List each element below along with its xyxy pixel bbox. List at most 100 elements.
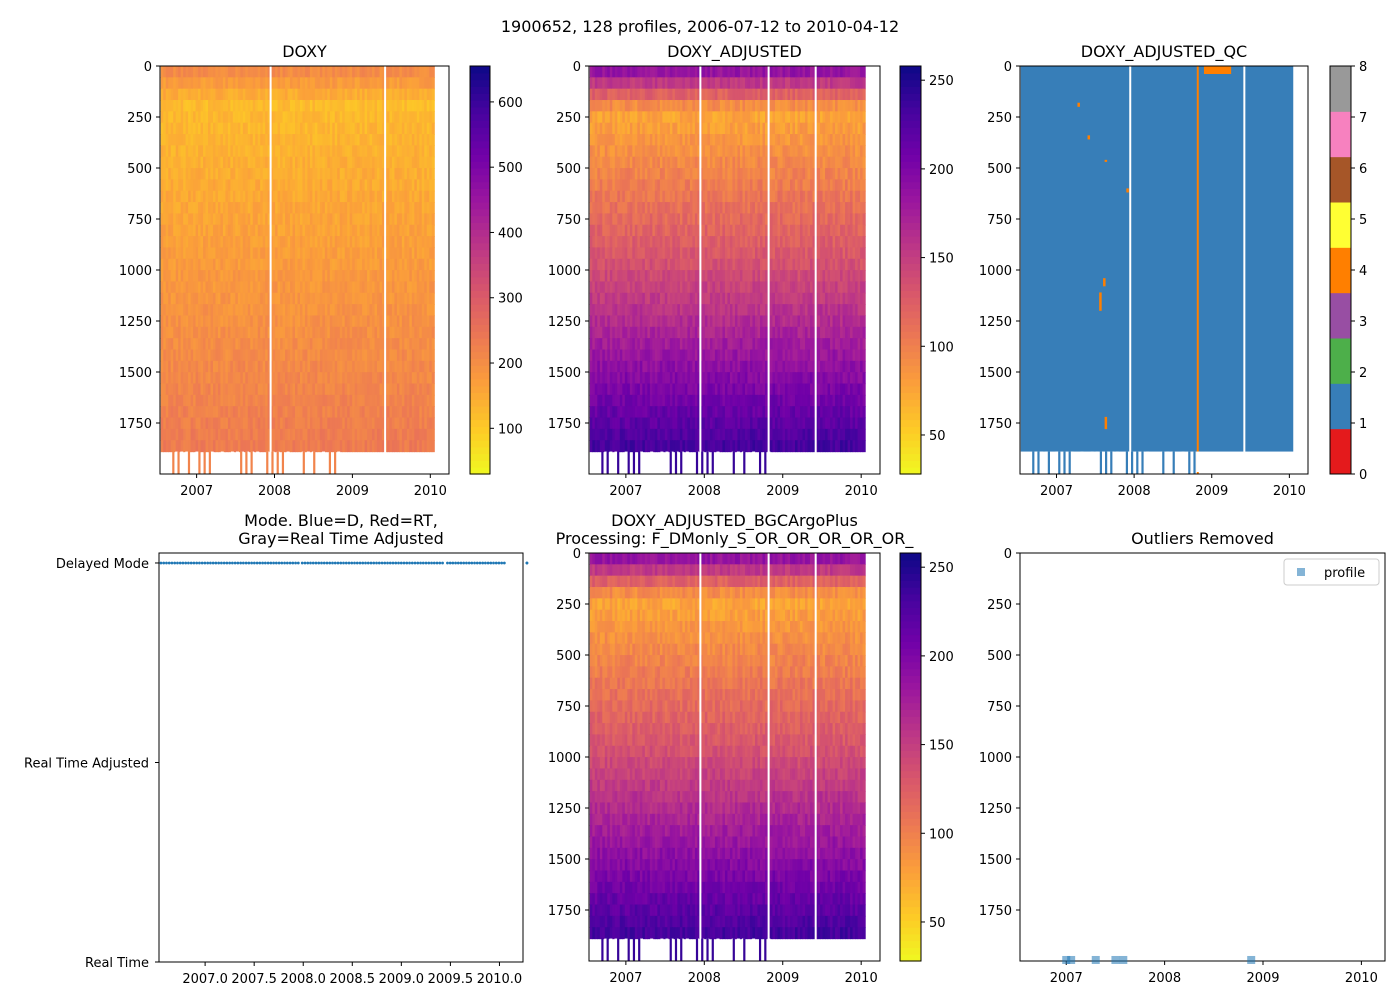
colorbar-frame <box>899 65 922 475</box>
mode-point <box>250 561 254 565</box>
colorbar-segment <box>470 120 490 128</box>
colorbar-segment <box>900 614 921 622</box>
colorbar-segment <box>900 310 921 319</box>
x-tick-label: 2008 <box>688 971 721 986</box>
colorbar-segment <box>900 113 921 121</box>
mode-point <box>454 561 457 565</box>
mode-point <box>206 561 210 565</box>
colorbar-tick-label: 250 <box>929 74 954 89</box>
mode-point <box>424 561 428 565</box>
colorbar-segment <box>900 757 921 765</box>
mode-point <box>280 561 284 565</box>
colorbar-segment <box>900 106 921 115</box>
y-tick-label: 1250 <box>979 802 1012 817</box>
colorbar-segment <box>900 580 921 588</box>
mode-point <box>489 561 493 565</box>
colorbar-segment <box>900 358 921 366</box>
data-gap <box>384 66 387 474</box>
colorbar-segment <box>900 433 921 441</box>
y-tick-label: 1000 <box>979 264 1012 279</box>
mode-point <box>375 561 378 565</box>
colorbar-tick-label: 7 <box>1359 111 1367 126</box>
mode-point <box>467 561 471 565</box>
mode-point <box>239 561 243 565</box>
mode-point <box>181 561 185 565</box>
y-tick-label: 1000 <box>119 264 152 279</box>
colorbar-swatch <box>1330 156 1351 203</box>
mode-point <box>291 561 295 565</box>
colorbar-segment <box>900 344 921 353</box>
heatmap-cells <box>589 66 866 474</box>
legend-label: profile <box>1324 566 1365 581</box>
heatmap-cells <box>1020 66 1294 474</box>
colorbar-segment <box>470 338 490 346</box>
colorbar-segment <box>900 634 921 642</box>
y-tick-label: 1250 <box>548 315 581 330</box>
colorbar-segment <box>900 859 921 867</box>
outlier-point <box>1067 955 1076 964</box>
y-tick-label: 1250 <box>548 802 581 817</box>
x-tick-label: 2008 <box>1118 484 1151 499</box>
colorbar-tick-label: 4 <box>1359 264 1367 279</box>
mode-point <box>465 561 468 565</box>
colorbar-segment <box>470 406 490 414</box>
mode-point <box>198 561 201 565</box>
colorbar-segment <box>900 940 921 948</box>
colorbar-segment <box>470 283 490 291</box>
colorbar-segment <box>470 154 490 162</box>
colorbar-segment <box>900 743 921 751</box>
colorbar-segment <box>900 702 921 710</box>
colorbar-segment <box>900 249 921 257</box>
mode-point <box>366 561 370 565</box>
x-tick-label: 2007 <box>1040 484 1073 499</box>
colorbar-segment <box>900 385 921 393</box>
colorbar-segment <box>900 453 921 461</box>
mode-point <box>209 561 212 565</box>
x-tick-label: 2007.5 <box>231 972 277 987</box>
colorbar-segment <box>900 283 921 291</box>
colorbar-segment <box>470 134 490 142</box>
colorbar-segment <box>900 276 921 285</box>
colorbar-segment <box>470 433 490 441</box>
y-tick-label: 750 <box>127 213 152 228</box>
colorbar-segment <box>900 446 921 455</box>
mode-point <box>211 561 215 565</box>
mode-point <box>247 561 251 565</box>
colorbar-segment <box>900 920 921 928</box>
mode-point <box>170 561 174 565</box>
colorbar-tick-label: 8 <box>1359 60 1367 75</box>
colorbar-segment <box>900 648 921 656</box>
colorbar-segment <box>470 297 490 305</box>
colorbar-segment <box>470 344 490 353</box>
colorbar-segment <box>470 113 490 121</box>
colorbar-segment <box>900 573 921 581</box>
qc-flag-mark <box>1077 102 1080 107</box>
x-tick-label: 2010 <box>845 971 878 986</box>
mode-point <box>228 561 232 565</box>
colorbar-segment <box>470 372 490 380</box>
colorbar-segment <box>900 317 921 325</box>
colorbar-segment <box>900 406 921 414</box>
colorbar-segment <box>900 338 921 346</box>
y-tick-label: 1500 <box>979 853 1012 868</box>
heatmap-cells <box>160 66 435 474</box>
x-tick-label: 2009 <box>766 484 799 499</box>
colorbar-segment <box>470 351 490 359</box>
mode-point <box>347 561 351 565</box>
colorbar-segment <box>470 168 490 176</box>
y-tick-label: Real Time Adjusted <box>24 756 149 771</box>
qc-flag-mark <box>1099 292 1102 311</box>
colorbar-segment <box>900 770 921 778</box>
mode-point <box>241 561 245 565</box>
mode-point <box>459 561 463 565</box>
colorbar-tick-label: 200 <box>498 357 523 372</box>
colorbar-tick-label: 500 <box>498 161 523 176</box>
y-tick-label: 1500 <box>548 853 581 868</box>
mode-point <box>303 561 307 565</box>
mode-point <box>189 561 193 565</box>
y-tick-label: 250 <box>556 111 581 126</box>
mode-point <box>288 561 292 565</box>
mode-point <box>399 561 403 565</box>
colorbar-segment <box>900 161 921 169</box>
outlier-point <box>1119 955 1128 964</box>
